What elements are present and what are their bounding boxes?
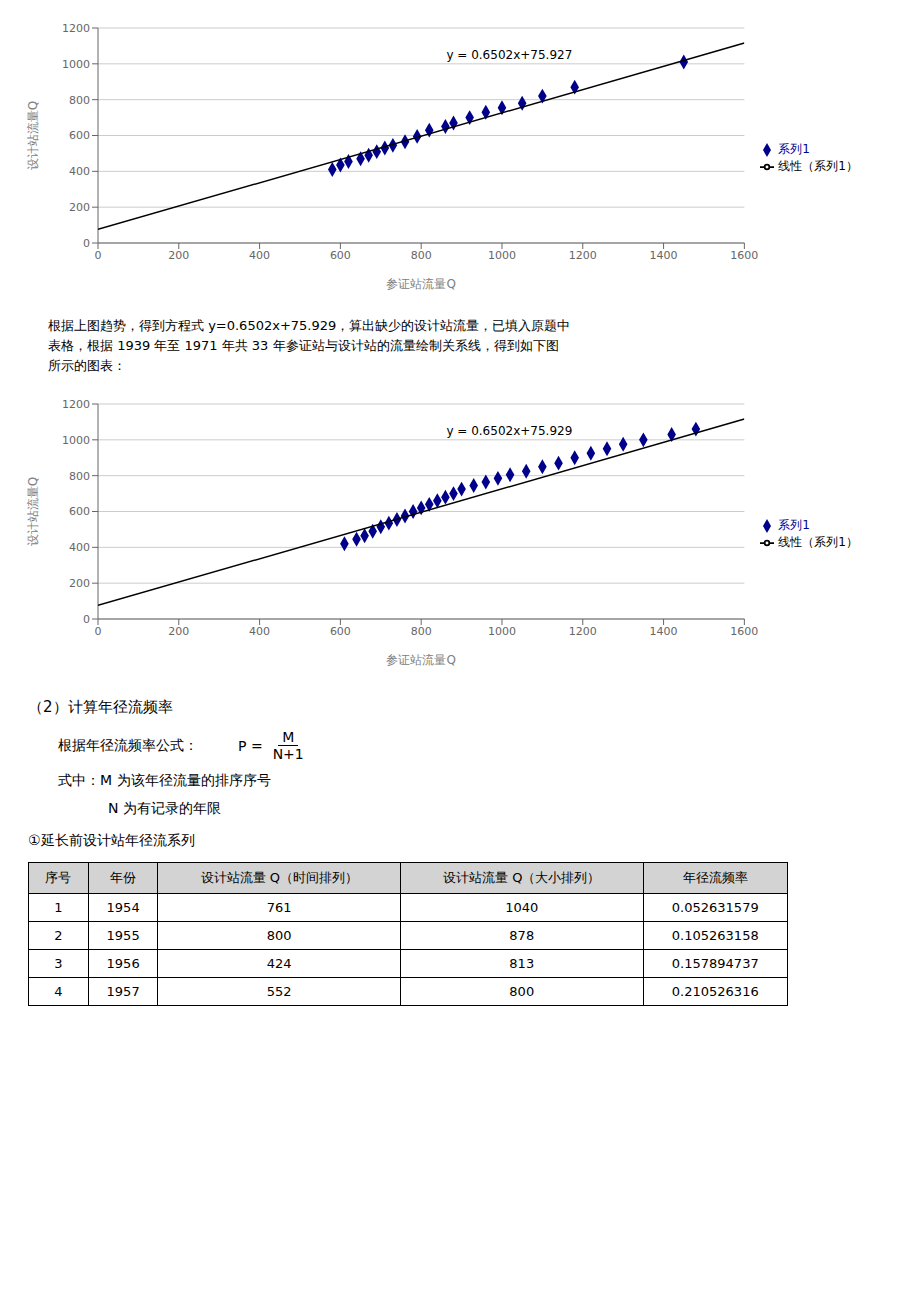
- svg-text:800: 800: [69, 94, 90, 107]
- svg-text:参证站流量Q: 参证站流量Q: [386, 277, 455, 291]
- svg-text:1200: 1200: [569, 249, 597, 262]
- svg-text:1000: 1000: [488, 249, 516, 262]
- svg-text:1600: 1600: [730, 249, 758, 262]
- svg-text:600: 600: [69, 505, 90, 518]
- svg-text:设计站流量Q: 设计站流量Q: [26, 477, 40, 546]
- html-text:800: 800: [266, 928, 292, 943]
- svg-text:800: 800: [69, 470, 90, 483]
- html-text:813: 813: [509, 956, 535, 971]
- html-text:552: 552: [266, 984, 292, 999]
- html-text:N+1: N+1: [272, 746, 304, 762]
- html-text:系列1: 系列1: [778, 142, 810, 156]
- svg-text:y = 0.6502x+75.927: y = 0.6502x+75.927: [446, 48, 572, 62]
- svg-text:400: 400: [69, 541, 90, 554]
- svg-text:0: 0: [95, 249, 102, 262]
- html-text:根据年径流频率公式：: 根据年径流频率公式：: [58, 736, 198, 753]
- html-text:设计站流量 Q（时间排列）: 设计站流量 Q（时间排列）: [200, 870, 358, 885]
- svg-text:600: 600: [330, 249, 351, 262]
- html-text:年径流频率: 年径流频率: [682, 870, 748, 885]
- html-text:表格，根据 1939 年至 1971 年共 33 年参证站与: 表格，根据 1939 年至 1971 年共 33 年参证站与设计站的流量绘制关系…: [48, 338, 559, 353]
- html-text:424: 424: [266, 956, 292, 971]
- svg-text:1400: 1400: [650, 625, 678, 638]
- html-text:3: 3: [54, 956, 63, 971]
- svg-text:200: 200: [168, 249, 189, 262]
- html-text:4: 4: [54, 984, 63, 999]
- svg-text:800: 800: [411, 249, 432, 262]
- html-text:所示的图表：: 所示的图表：: [48, 358, 126, 373]
- html-text:1: 1: [54, 900, 63, 915]
- svg-text:1000: 1000: [62, 58, 90, 71]
- html-text:1040: 1040: [505, 900, 539, 915]
- svg-text:1200: 1200: [569, 625, 597, 638]
- html-text:2: 2: [54, 928, 63, 943]
- svg-text:1000: 1000: [62, 434, 90, 447]
- svg-text:200: 200: [69, 577, 90, 590]
- html-text:M: M: [282, 729, 295, 745]
- svg-text:0: 0: [83, 613, 90, 626]
- svg-text:y = 0.6502x+75.929: y = 0.6502x+75.929: [446, 424, 572, 438]
- svg-text:1200: 1200: [62, 398, 90, 411]
- html-text:878: 878: [509, 928, 535, 943]
- svg-text:400: 400: [69, 165, 90, 178]
- html-text:N 为有记录的年限: N 为有记录的年限: [108, 800, 221, 816]
- html-text:0.210526316: 0.210526316: [671, 984, 759, 999]
- html-text:0.052631579: 0.052631579: [671, 900, 759, 915]
- html-text:1956: 1956: [106, 956, 140, 971]
- html-text:1957: 1957: [106, 984, 140, 999]
- html-text:系列1: 系列1: [778, 518, 810, 532]
- html-text:（2）计算年径流频率: （2）计算年径流频率: [28, 698, 173, 716]
- html-text:序号: 序号: [45, 870, 72, 885]
- svg-text:400: 400: [249, 625, 270, 638]
- svg-text:200: 200: [69, 201, 90, 214]
- svg-text:1000: 1000: [488, 625, 516, 638]
- svg-text:1400: 1400: [650, 249, 678, 262]
- svg-text:200: 200: [168, 625, 189, 638]
- svg-text:0: 0: [83, 237, 90, 250]
- html-text:根据上图趋势，得到方程式 y=0.6502x+75.929，: 根据上图趋势，得到方程式 y=0.6502x+75.929，算出缺少的设计站流量…: [48, 318, 571, 333]
- svg-text:1600: 1600: [730, 625, 758, 638]
- html-text:①延长前设计站年径流系列: ①延长前设计站年径流系列: [28, 832, 195, 848]
- html-text:0.157894737: 0.157894737: [671, 956, 759, 971]
- html-text:线性（系列1）: 线性（系列1）: [778, 535, 858, 549]
- html-text:800: 800: [509, 984, 535, 999]
- html-text:式中：M 为该年径流量的排序序号: 式中：M 为该年径流量的排序序号: [58, 772, 271, 788]
- svg-text:0: 0: [95, 625, 102, 638]
- html-text:P =: P =: [238, 737, 263, 754]
- svg-text:设计站流量Q: 设计站流量Q: [26, 101, 40, 170]
- svg-text:1200: 1200: [62, 22, 90, 35]
- html-text:线性（系列1）: 线性（系列1）: [778, 159, 858, 173]
- svg-text:参证站流量Q: 参证站流量Q: [386, 653, 455, 667]
- html-text:0.105263158: 0.105263158: [671, 928, 759, 943]
- svg-text:600: 600: [330, 625, 351, 638]
- svg-text:800: 800: [411, 625, 432, 638]
- html-text:761: 761: [266, 900, 292, 915]
- svg-text:400: 400: [249, 249, 270, 262]
- html-text:设计站流量 Q（大小排列）: 设计站流量 Q（大小排列）: [443, 870, 601, 885]
- html-text:1954: 1954: [106, 900, 140, 915]
- html-text:年份: 年份: [110, 870, 137, 885]
- svg-text:600: 600: [69, 129, 90, 142]
- html-text:1955: 1955: [106, 928, 140, 943]
